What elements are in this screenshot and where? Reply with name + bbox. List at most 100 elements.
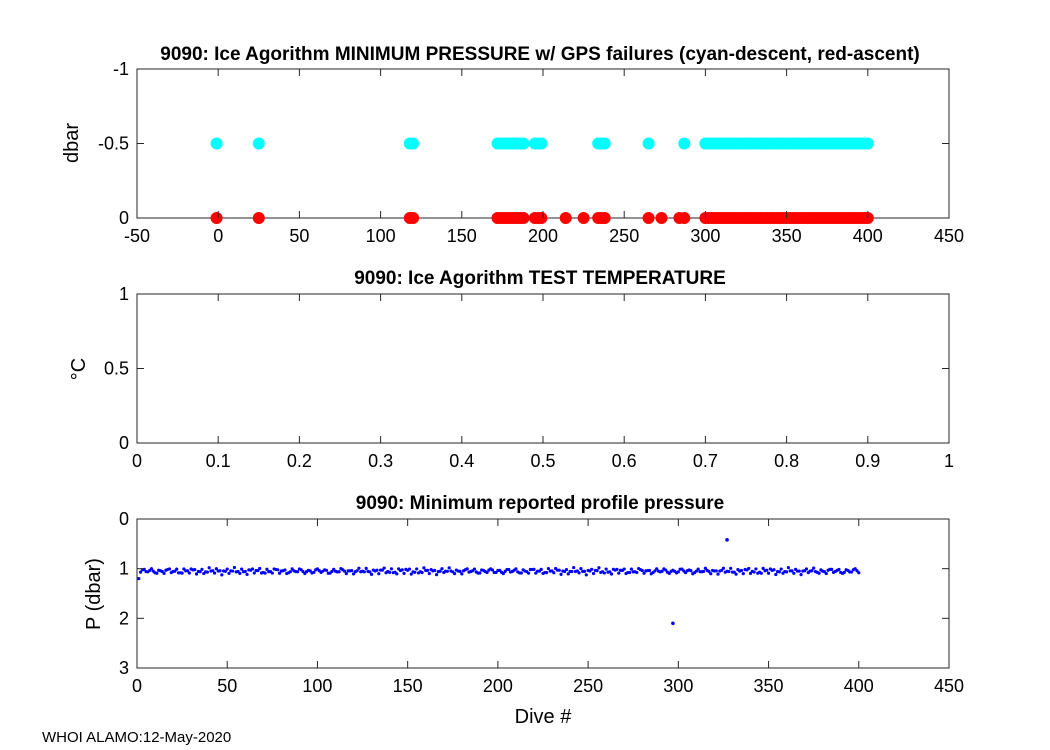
y-tick-label: 0 bbox=[119, 509, 129, 529]
data-point bbox=[582, 569, 587, 573]
data-point bbox=[465, 567, 469, 571]
data-point bbox=[425, 568, 430, 573]
data-point bbox=[559, 212, 572, 224]
data-point bbox=[779, 567, 783, 571]
data-point bbox=[604, 567, 608, 571]
data-point bbox=[629, 567, 634, 571]
y-axis-label-3: P (dbar) bbox=[83, 558, 105, 630]
data-point bbox=[810, 569, 814, 573]
data-point bbox=[598, 212, 611, 224]
data-point bbox=[635, 570, 639, 575]
data-point bbox=[369, 572, 374, 576]
x-tick-label: 0.4 bbox=[449, 451, 474, 471]
data-point bbox=[765, 568, 769, 572]
data-point bbox=[490, 568, 495, 572]
y-tick-label: 1 bbox=[119, 559, 129, 579]
chart-title-3: 9090: Minimum reported profile pressure bbox=[356, 493, 725, 514]
data-point bbox=[207, 566, 211, 570]
data-point bbox=[212, 571, 217, 575]
data-point bbox=[777, 570, 781, 574]
data-point bbox=[714, 569, 718, 573]
y-tick-label: 0.5 bbox=[104, 359, 129, 379]
data-point bbox=[187, 571, 191, 575]
data-point bbox=[609, 572, 614, 576]
data-point bbox=[566, 572, 570, 576]
x-tick-label: 0.5 bbox=[530, 451, 555, 471]
data-point bbox=[422, 566, 426, 570]
data-point bbox=[312, 570, 316, 574]
data-point bbox=[824, 571, 828, 576]
data-point bbox=[472, 567, 477, 571]
series-group-1 bbox=[210, 137, 874, 224]
y-axis-label-2: °C bbox=[68, 358, 90, 380]
x-tick-label: 400 bbox=[853, 226, 883, 246]
footer-label: WHOI ALAMO:12-May-2020 bbox=[42, 729, 231, 746]
data-point bbox=[413, 570, 417, 574]
data-point bbox=[167, 567, 172, 571]
data-point bbox=[324, 568, 329, 572]
data-point bbox=[407, 137, 420, 150]
data-point bbox=[194, 572, 199, 576]
data-point bbox=[243, 569, 247, 574]
data-point bbox=[774, 572, 778, 577]
data-point bbox=[344, 572, 348, 576]
x-tick-label: 100 bbox=[366, 226, 396, 246]
data-point bbox=[797, 569, 801, 573]
data-point bbox=[595, 568, 599, 573]
data-point bbox=[761, 566, 765, 570]
data-point bbox=[747, 566, 751, 571]
x-tick-label: 450 bbox=[934, 226, 964, 246]
data-point bbox=[330, 569, 334, 574]
x-tick-label: 250 bbox=[573, 676, 603, 696]
data-point bbox=[545, 571, 549, 575]
data-point bbox=[460, 572, 464, 576]
data-point bbox=[842, 570, 846, 574]
data-point bbox=[709, 572, 713, 576]
y-tick-label: 0 bbox=[119, 208, 129, 228]
data-point bbox=[193, 568, 197, 572]
data-point bbox=[741, 572, 745, 576]
data-point bbox=[785, 570, 789, 574]
data-point bbox=[514, 567, 518, 571]
data-point bbox=[653, 569, 657, 573]
data-point bbox=[218, 569, 222, 573]
data-point bbox=[716, 572, 720, 576]
data-point bbox=[837, 567, 841, 572]
data-point bbox=[729, 566, 733, 571]
data-point bbox=[351, 572, 356, 576]
data-point bbox=[642, 212, 655, 224]
data-point bbox=[245, 572, 249, 577]
data-point bbox=[205, 570, 209, 574]
data-point bbox=[362, 570, 366, 574]
data-point bbox=[389, 567, 394, 571]
data-point bbox=[598, 137, 611, 150]
data-point bbox=[409, 572, 413, 576]
data-point bbox=[507, 567, 511, 572]
panel-min-pressure: 9090: Ice Agorithm MINIMUM PRESSURE w/ G… bbox=[61, 44, 964, 246]
data-point bbox=[149, 567, 154, 571]
x-tick-label: 100 bbox=[302, 676, 332, 696]
data-point bbox=[375, 568, 379, 572]
data-point bbox=[295, 570, 300, 574]
data-point bbox=[223, 569, 228, 573]
data-point bbox=[288, 570, 292, 574]
data-point bbox=[342, 569, 347, 573]
data-point bbox=[792, 571, 796, 575]
data-point bbox=[739, 568, 744, 573]
data-point bbox=[478, 571, 482, 575]
data-point bbox=[759, 571, 763, 575]
x-tick-label: 0 bbox=[132, 451, 142, 471]
y-tick-label: -0.5 bbox=[98, 134, 129, 154]
x-tick-label: 0.3 bbox=[368, 451, 393, 471]
data-point bbox=[519, 571, 523, 575]
data-point bbox=[407, 212, 420, 224]
data-point bbox=[570, 569, 574, 574]
data-point bbox=[210, 137, 223, 150]
data-point bbox=[817, 571, 821, 575]
y-tick-label: 2 bbox=[119, 608, 129, 628]
data-point bbox=[276, 568, 280, 572]
x-tick-label: 0.6 bbox=[612, 451, 637, 471]
data-point bbox=[402, 571, 406, 575]
series-group-3 bbox=[137, 538, 861, 626]
data-point bbox=[433, 568, 437, 573]
